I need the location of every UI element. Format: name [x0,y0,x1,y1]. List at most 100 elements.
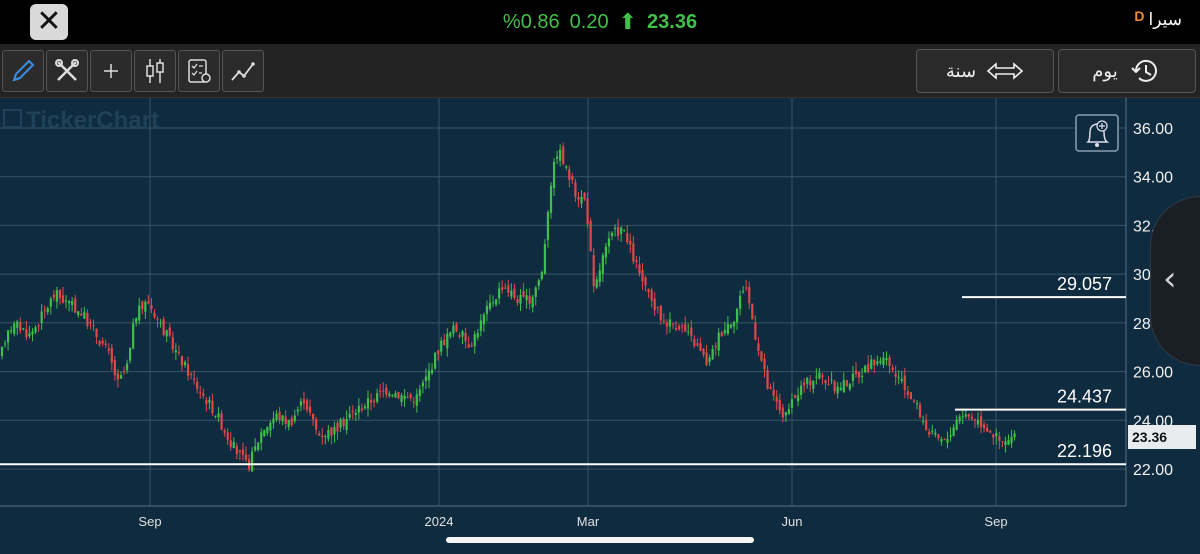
candle-body [150,305,153,309]
candle-body [940,439,943,442]
candle-body [199,392,202,394]
candle-body [836,386,839,394]
tools-button[interactable] [46,50,88,92]
candle-body [577,196,580,200]
candle-body [760,351,763,361]
candle-body [40,311,43,324]
level-label: 22.196 [1057,441,1112,461]
candle-body [1001,441,1004,443]
candle-body [888,357,891,366]
candle-body [513,288,516,299]
candle-body [574,182,577,197]
candle-body [272,418,275,424]
symbol-badge: D [1134,8,1145,24]
candle-body [64,300,68,302]
candle-body [552,161,556,189]
candle-body [434,352,437,369]
candle-body [967,414,970,417]
close-button[interactable]: ✕ [30,4,68,40]
candle-body [159,322,162,324]
candle-body [290,418,293,425]
candle-body [647,289,650,292]
top-bar: ✕ %0.86 0.20 ⬆ 23.36 D سيرا [0,0,1200,44]
candle-body [186,364,190,376]
candle-body [790,399,794,408]
candle-body [656,306,659,308]
candle-body [516,298,519,303]
candle-body [55,290,58,302]
candle-body [95,328,98,338]
candle-body [842,380,845,393]
candle-body [870,359,873,369]
candle-body [345,418,348,431]
candle-body [678,326,681,330]
candle-body [708,357,711,362]
candle-body [955,419,958,430]
candle-body [925,420,928,431]
drawing-tool-button[interactable] [2,50,44,92]
candle-body [952,427,955,436]
interval-button[interactable]: يوم [1058,49,1196,93]
period-button[interactable]: سنة [916,49,1054,93]
candle-body [861,376,864,378]
candle-body [427,370,431,381]
candle-body [498,288,501,299]
candle-body [488,302,492,309]
side-panel-handle[interactable]: ‹ [1150,196,1200,366]
candle-body [327,430,330,439]
up-arrow-icon: ⬆ [618,9,638,35]
indicators-button[interactable] [178,50,220,92]
candle-body [818,372,821,379]
candle-body [244,454,248,460]
crosshair-button[interactable] [90,50,132,92]
checklist-settings-icon [188,59,211,83]
candle-body [543,244,546,274]
candle-body [415,394,418,406]
price-chart[interactable]: TickerChart 29.057 24.437 22.196 36.00 34.0… [0,98,1200,554]
candle-body [583,192,586,200]
candle-body [687,331,690,333]
symbol-title[interactable]: D سيرا [1134,8,1182,30]
candle-body [903,375,906,391]
candle-body [900,378,903,382]
compare-button[interactable] [222,50,264,92]
candle-body [379,390,382,392]
candle-body [589,220,592,252]
candle-body [601,255,604,274]
candle-body [61,295,65,303]
candle-body [986,427,989,432]
candle-body [668,319,672,327]
candle-body [934,432,937,435]
x-axis: Sep 2024 Mar Jun Sep [138,514,1007,529]
candle-body [973,419,977,421]
candlestick-icon [146,59,164,83]
candle-body [726,323,729,334]
add-alert-button[interactable] [1075,114,1119,152]
candle-body [470,345,473,347]
candle-body [556,156,559,159]
candle-body [507,285,510,293]
candle-body [635,260,638,262]
candle-body [906,391,909,395]
candle-body [68,301,71,304]
candle-body [354,412,357,415]
candle-body [995,432,998,437]
watermark-logo-icon [3,109,22,128]
candle-body [626,233,629,243]
candle-body [3,343,7,345]
candle-body [43,309,46,311]
candle-body [71,301,74,306]
candle-body [321,435,324,438]
candle-body [796,395,800,402]
candle-body [269,422,272,431]
candle-body [37,325,40,327]
candle-body [885,357,888,361]
candle-body [241,449,245,455]
chart-type-button[interactable] [134,50,176,92]
candle-body [125,363,129,371]
candle-body [699,343,702,351]
chart-panel[interactable]: TickerChart 29.057 24.437 22.196 36.00 34.0… [0,98,1200,554]
candle-body [144,301,147,312]
candle-body [205,399,208,405]
candle-body [315,419,318,430]
